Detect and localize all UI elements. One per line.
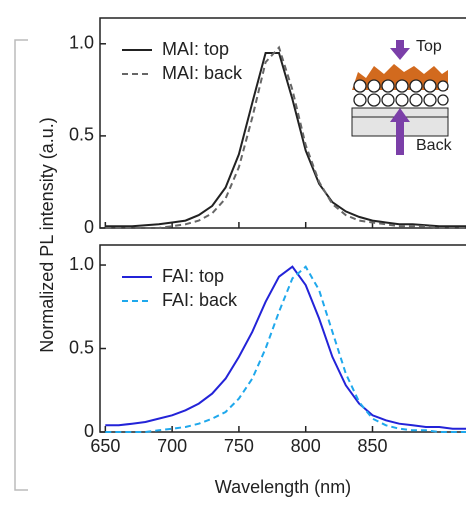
x-tick-label: 800 bbox=[291, 436, 321, 456]
line-series bbox=[105, 52, 466, 228]
arrow-back bbox=[390, 108, 410, 155]
legend-label: FAI: back bbox=[162, 290, 238, 310]
legend-label: MAI: top bbox=[162, 39, 229, 59]
y-tick-label: 0.5 bbox=[69, 337, 94, 357]
x-tick-label: 650 bbox=[90, 436, 120, 456]
x-tick-label: 750 bbox=[224, 436, 254, 456]
line-series bbox=[105, 45, 466, 229]
bracket bbox=[14, 39, 28, 491]
line-series bbox=[105, 265, 466, 433]
y-tick-label: 1.0 bbox=[69, 33, 94, 53]
arrow-top bbox=[390, 40, 410, 60]
legend-label: MAI: back bbox=[162, 63, 243, 83]
x-axis-label: Wavelength (nm) bbox=[215, 477, 351, 497]
inset-diagram: Top Back bbox=[351, 38, 453, 155]
annotation: Top bbox=[416, 38, 442, 55]
line-series bbox=[105, 265, 466, 430]
legend-label: FAI: top bbox=[162, 266, 224, 286]
y-tick-label: 0 bbox=[84, 217, 94, 237]
particles bbox=[353, 79, 449, 107]
plot-frame bbox=[99, 244, 466, 433]
x-tick-label: 850 bbox=[357, 436, 387, 456]
x-tick-label: 700 bbox=[157, 436, 187, 456]
y-tick-label: 1.0 bbox=[69, 254, 94, 274]
y-tick-label: 0.5 bbox=[69, 125, 94, 145]
annotation: Back bbox=[416, 137, 453, 154]
y-axis-label: Normalized PL intensity (a.u.) bbox=[37, 117, 57, 352]
plot-frame bbox=[99, 17, 466, 229]
y-tick-label: 0 bbox=[84, 421, 94, 441]
